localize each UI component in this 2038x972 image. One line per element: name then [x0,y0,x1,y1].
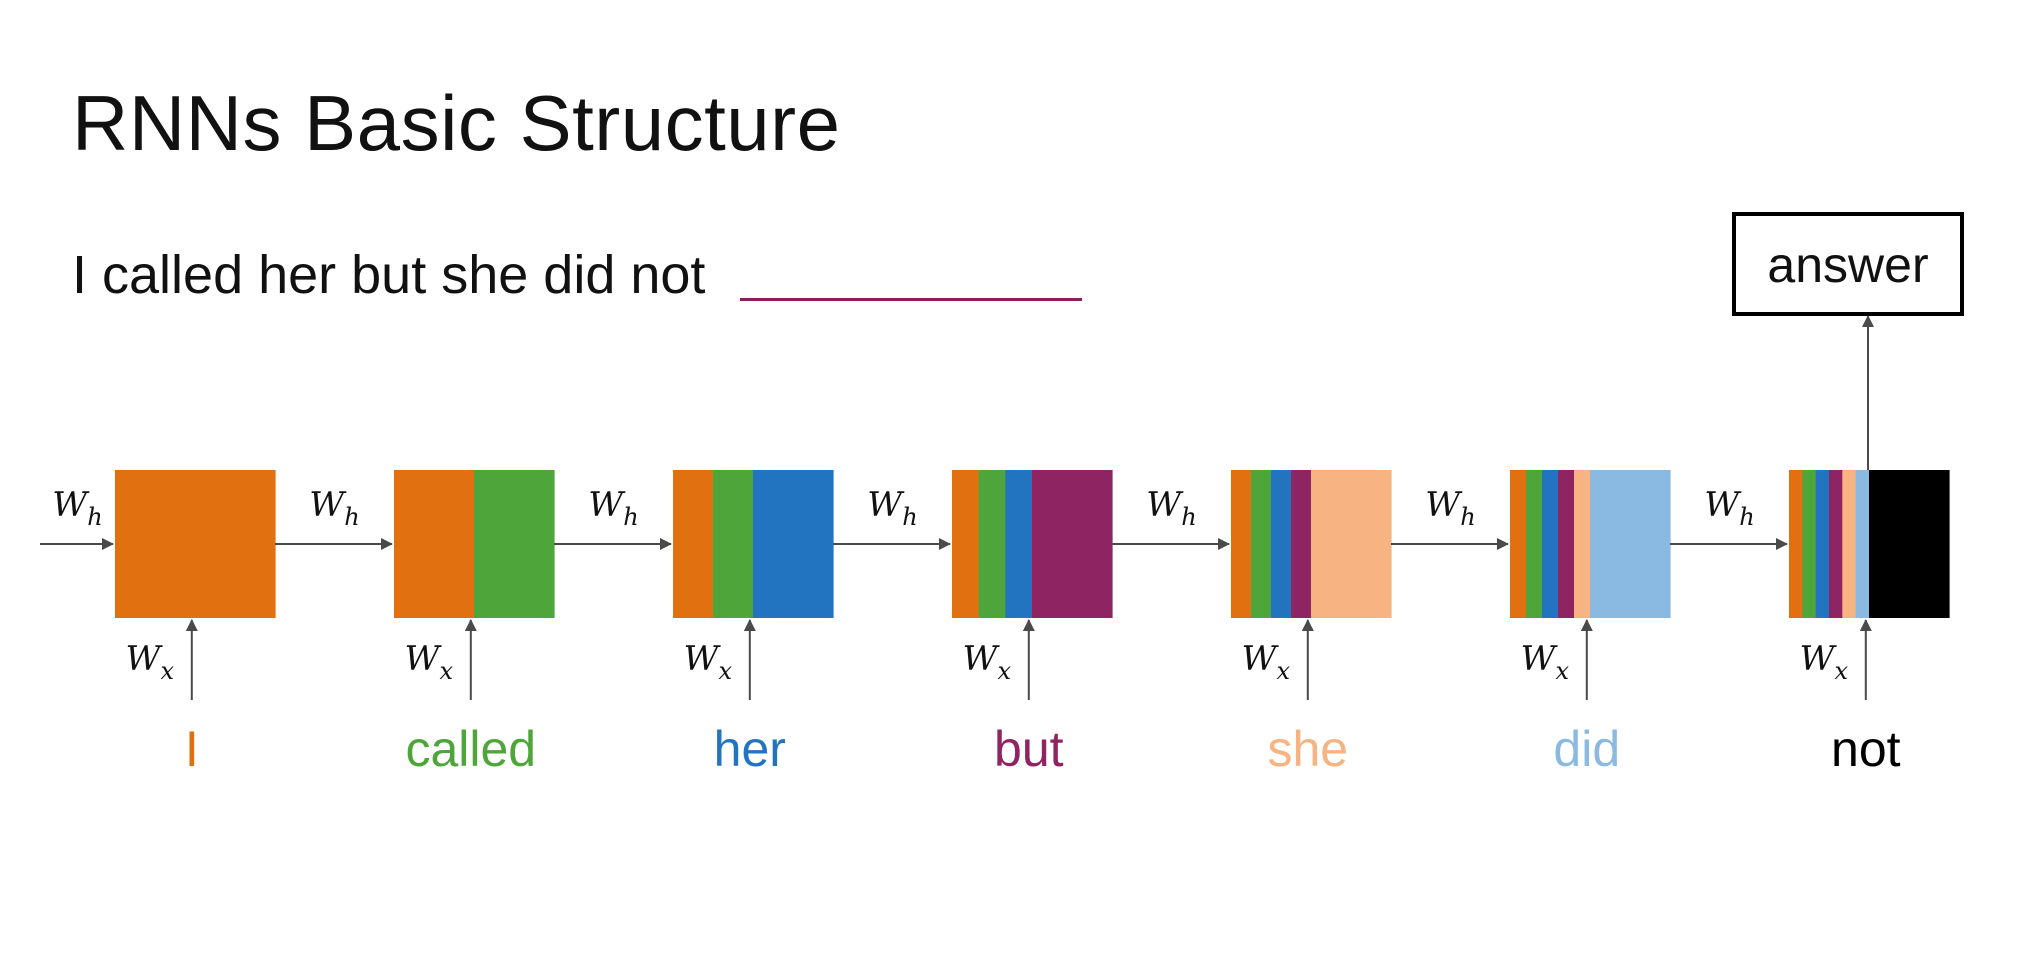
hidden-state-stripe-I [1789,470,1803,618]
hidden-weight-label: Wh [1425,485,1475,531]
hidden-state-stripe-but [1829,470,1843,618]
hidden-state-stripe-her [1271,470,1292,618]
blank-line [740,298,1082,301]
hidden-weight-label-base: W [1704,485,1742,525]
hidden-state-stripe-called [713,470,754,618]
input-weight-label: Wx [405,639,454,685]
hidden-weight-label-base: W [309,485,347,525]
hidden-weight-label-base: W [1146,485,1184,525]
hidden-state-stripe-did [1590,470,1671,618]
input-weight-label-subscript: x [440,657,454,685]
input-weight-label: Wx [1800,639,1849,685]
hidden-state-stripe-called [1802,470,1817,618]
hidden-weight-label-subscript: h [623,503,638,531]
input-weight-label-base: W [1242,639,1280,679]
input-weight-label: Wx [1242,639,1291,685]
hidden-weight-label-subscript: h [1739,503,1754,531]
hidden-weight-label-subscript: h [1460,503,1475,531]
hidden-weight-label-subscript: h [902,503,917,531]
input-weight-label: Wx [1521,639,1570,685]
hidden-state-stripe-but [1558,470,1575,618]
input-weight-label-subscript: x [719,657,733,685]
hidden-weight-label-base: W [52,485,90,525]
hidden-weight-label: Wh [1704,485,1754,531]
input-word-5: she [1267,721,1348,777]
input-weight-label-base: W [405,639,443,679]
input-weight-label-base: W [126,639,164,679]
rnn-cells: WhWxIWhWxcalledWhWxherWhWxbutWhWxsheWhWx… [40,470,1950,777]
hidden-state-stripe-her [1542,470,1559,618]
sentence-prompt: I called her but she did not [72,245,706,305]
input-word-1: I [185,721,199,777]
output-box [1732,212,1964,316]
input-weight-label-subscript: x [1556,657,1570,685]
hidden-state-stripe-she [1842,470,1857,618]
input-word-3: her [714,721,786,777]
hidden-weight-label: Wh [52,485,102,531]
hidden-state-stripe-but [1032,470,1113,618]
input-word-2: called [405,721,536,777]
input-weight-label-base: W [1521,639,1559,679]
hidden-state-stripe-I [115,470,276,618]
hidden-weight-label-base: W [588,485,626,525]
input-weight-label-base: W [963,639,1001,679]
hidden-state-stripe-called [1526,470,1543,618]
hidden-state-stripe-she [1574,470,1591,618]
input-weight-label-base: W [1800,639,1838,679]
input-word-7: not [1831,721,1901,777]
hidden-state-stripe-I [952,470,980,618]
hidden-weight-label: Wh [309,485,359,531]
hidden-state-stripe-called [474,470,555,618]
output-label: answer [1767,237,1928,293]
input-weight-label-subscript: x [1277,657,1291,685]
hidden-state-stripe-I [1510,470,1527,618]
output-node: answer [1732,212,1964,470]
input-weight-label: Wx [126,639,175,685]
hidden-state-stripe-I [394,470,475,618]
hidden-weight-label-subscript: h [344,503,359,531]
hidden-state-stripe-her [1815,470,1830,618]
input-weight-label-base: W [684,639,722,679]
hidden-state-stripe-called [978,470,1006,618]
input-word-6: did [1553,721,1620,777]
hidden-state-stripe-her [1005,470,1033,618]
hidden-state-stripe-not [1869,470,1950,618]
hidden-state-stripe-I [1231,470,1252,618]
hidden-state-stripe-she [1311,470,1392,618]
hidden-weight-label-subscript: h [1181,503,1196,531]
hidden-weight-label-base: W [867,485,905,525]
hidden-state-stripe-but [1291,470,1312,618]
input-weight-label-subscript: x [998,657,1012,685]
hidden-state-stripe-her [753,470,834,618]
input-weight-label-subscript: x [1835,657,1849,685]
hidden-weight-label: Wh [867,485,917,531]
input-weight-label: Wx [684,639,733,685]
hidden-weight-label: Wh [1146,485,1196,531]
hidden-state-stripe-I [673,470,714,618]
hidden-weight-label-subscript: h [87,503,102,531]
hidden-weight-label-base: W [1425,485,1463,525]
input-word-4: but [994,721,1064,777]
input-weight-label-subscript: x [161,657,175,685]
input-weight-label: Wx [963,639,1012,685]
hidden-state-stripe-called [1251,470,1272,618]
hidden-weight-label: Wh [588,485,638,531]
slide-title: RNNs Basic Structure [72,79,841,167]
hidden-state-stripe-did [1855,470,1870,618]
